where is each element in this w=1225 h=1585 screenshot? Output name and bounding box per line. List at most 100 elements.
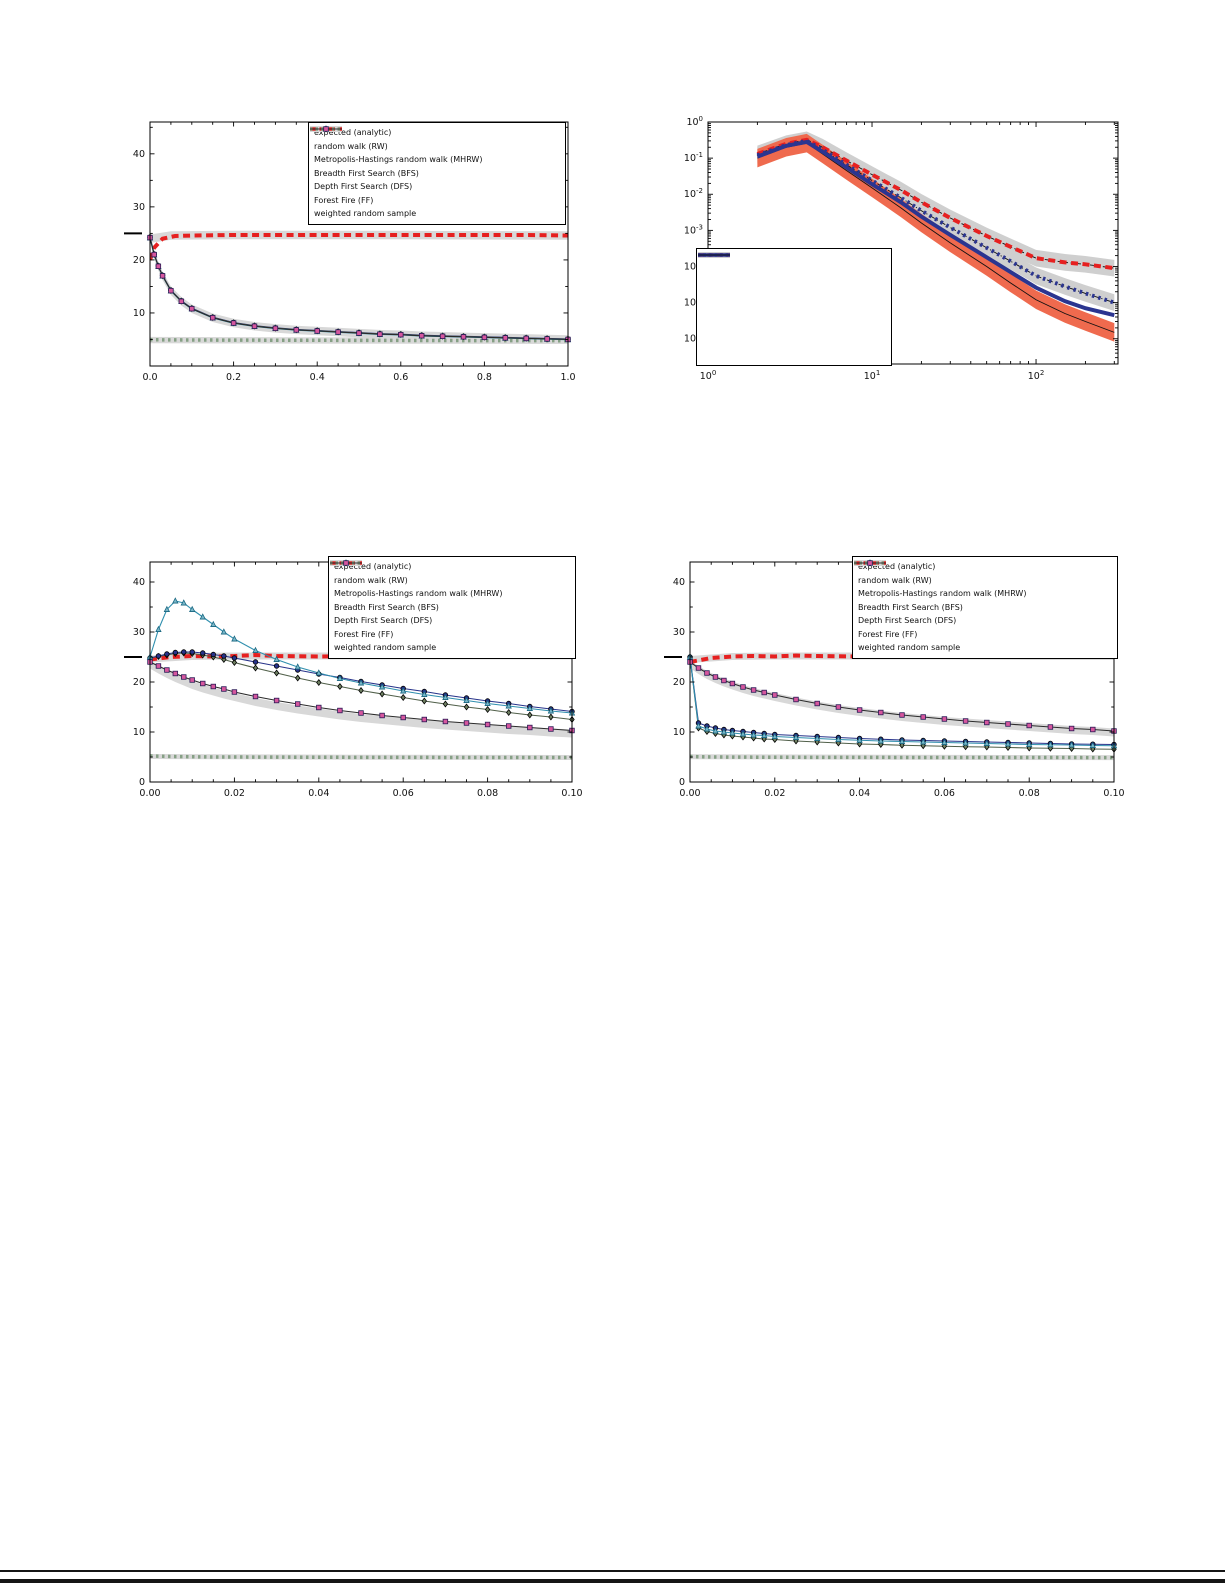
marker-square [484,721,491,728]
series-line [150,337,568,343]
legend: expected (analytic) random walk (RW) Metro… [308,122,566,225]
series-line [756,138,1115,305]
marker-triangle [750,731,757,738]
marker-square [210,315,216,321]
marker-triangle [463,696,470,703]
marker-square [337,707,343,714]
tick-label: 10-1 [684,151,703,164]
marker-triangle [155,625,162,632]
tick-label: 10 [673,727,685,738]
marker-triangle [712,727,719,734]
marker-triangle [695,722,702,729]
series-line [690,653,1114,664]
legend-label: expected (analytic) [334,562,412,571]
marker-triangle [729,729,736,736]
marker-circle [189,649,195,655]
marker-triangle [315,669,322,676]
marker-triangle [877,737,884,744]
legend-item: weighted random sample [330,560,569,654]
legend-label: expected (analytic) [314,128,392,137]
marker-diamond [231,658,238,667]
marker-triangle [220,628,228,635]
marker-square [750,687,757,693]
legend-item: weighted random sample [854,560,1111,654]
marker-diamond [273,669,280,677]
marker-square [421,716,427,723]
tick-label: 0 [139,777,145,788]
marker-triangle [378,683,386,690]
series-line [757,139,1115,269]
marker-square [695,665,702,671]
tick-label: 20 [673,677,685,688]
legend-label: random walk (RW) [314,141,388,151]
marker-triangle [442,693,449,700]
marker-square [221,686,227,692]
marker-triangle [898,737,906,744]
legend-item: Metropolis-Hastings random walk (MHRW) [310,127,559,166]
marker-square [548,726,554,732]
marker-square [772,692,778,698]
marker-square [899,712,905,718]
marker-triangle [231,635,238,642]
legend-item: Forest Fire (FF) [310,125,559,207]
marker-triangle [1047,740,1054,748]
marker-square [1068,725,1075,732]
marker-square [377,331,383,337]
tick-label: 10-2 [684,187,703,200]
legend-label: Depth First Search (DFS) [314,182,413,191]
legend-label: Forest Fire (FF) [858,629,918,639]
marker-square [1047,724,1054,730]
marker-square [323,126,329,132]
legend-item: Metropolis-Hastings random walk (MHRW) [330,561,569,600]
legend-label: random walk (RW) [334,575,408,585]
marker-triangle [163,605,171,612]
marker-square [343,560,349,566]
marker-square [793,696,799,703]
legend-item [698,254,885,360]
legend-item: Depth First Search (DFS) [310,125,559,193]
marker-triangle [273,655,280,662]
marker-triangle [484,699,491,706]
tick-label: 102 [1028,369,1045,382]
tick-label: 0.06 [393,788,414,799]
marker-square [358,710,364,716]
marker-diamond [527,711,533,719]
marker-triangle [1004,740,1012,747]
marker-triangle [252,646,259,653]
marker-diamond [421,697,427,705]
marker-circle [210,651,216,658]
chart-bottom-left: 0.00 0.02 0.04 0.06 0.08 0.10 0 10 20 30 40 expecte… [116,548,584,810]
marker-square [878,709,884,716]
marker-square [273,697,280,704]
marker-square [941,716,948,722]
tick-label: 0.6 [393,372,408,383]
series-line [150,237,568,340]
legend-label: Metropolis-Hastings random walk (MHRW) [334,589,503,598]
marker-square [272,325,279,332]
marker-square [502,335,508,341]
marker-square [460,334,467,340]
marker-diamond [506,708,512,717]
marker-triangle [941,738,948,745]
marker-diamond [442,700,449,708]
marker-square [181,674,187,680]
tick-label: 0.4 [310,372,325,383]
series-band [757,132,1115,311]
marker-triangle [771,732,778,739]
marker-square [740,684,746,690]
chart-bottom-right: 0.00 0.02 0.04 0.06 0.08 0.10 0 10 20 30 40 expecte… [654,548,1126,810]
marker-triangle [505,702,512,709]
legend [696,248,892,366]
tick-label: 100 [686,115,703,128]
marker-triangle [547,707,555,714]
marker-diamond [316,678,322,687]
tick-label: 0.02 [224,788,245,799]
legend-item: Depth First Search (DFS) [330,559,569,627]
marker-square [523,335,529,342]
marker-square [335,329,341,335]
marker-square [481,334,488,341]
marker-triangle [421,690,428,697]
marker-square [189,677,195,683]
marker-circle [172,649,179,656]
